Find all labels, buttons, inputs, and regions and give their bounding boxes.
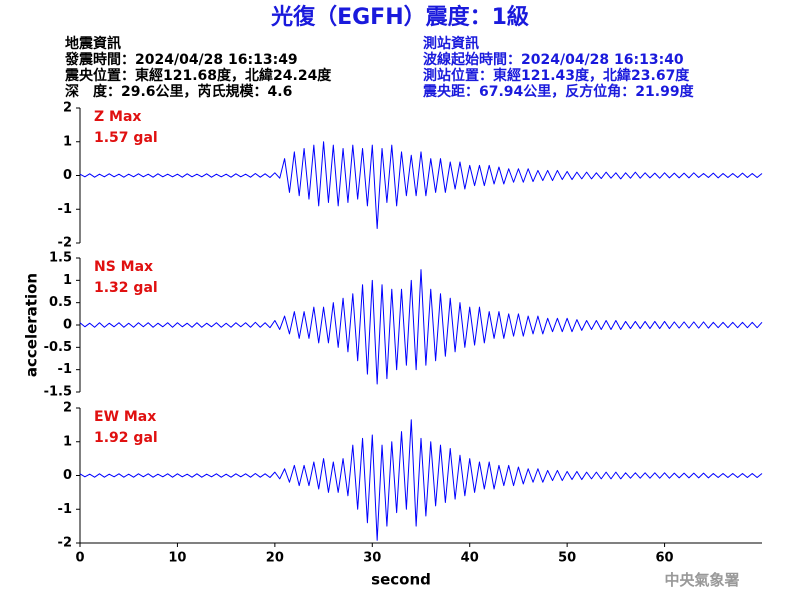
info-line: 震央位置：東經121.68度，北緯24.24度 xyxy=(64,67,332,84)
left-info: 地震資訊 發震時間：2024/04/28 16:13:49 震央位置：東經121… xyxy=(64,35,332,100)
y-tick-label: 1 xyxy=(63,434,72,449)
y-tick-label: 1 xyxy=(63,273,72,288)
y-tick-label: 1 xyxy=(63,134,72,149)
max-label: 1.32 gal xyxy=(94,280,158,296)
channel-label: EW Max xyxy=(94,409,156,425)
waveform xyxy=(79,269,763,385)
x-tick-label: 40 xyxy=(461,551,479,566)
channel-label: Z Max xyxy=(94,109,141,125)
max-label: 1.92 gal xyxy=(94,430,158,446)
info-line: 地震資訊 xyxy=(65,35,121,52)
info-line: 震央距：67.94公里，反方位角：21.99度 xyxy=(422,83,695,100)
y-tick-label: -2 xyxy=(58,536,72,551)
x-tick-label: 20 xyxy=(266,551,284,566)
y-tick-label: 2 xyxy=(63,101,72,116)
y-tick-label: 0.5 xyxy=(49,295,72,310)
info-line: 測站資訊 xyxy=(423,35,479,52)
x-tick-label: 10 xyxy=(168,551,186,566)
x-axis-label: second xyxy=(371,571,431,589)
y-tick-label: -2 xyxy=(58,236,72,251)
y-tick-label: 2 xyxy=(63,401,72,416)
info-line: 測站位置：東經121.43度，北緯23.67度 xyxy=(423,67,690,84)
right-info: 測站資訊 波線起始時間：2024/04/28 16:13:40 測站位置：東經1… xyxy=(422,35,695,100)
y-tick-label: -1 xyxy=(58,362,72,377)
y-tick-label: 0 xyxy=(63,468,72,483)
y-axis-label: acceleration xyxy=(23,273,41,377)
max-label: 1.57 gal xyxy=(94,130,158,146)
y-tick-label: 1.5 xyxy=(49,251,72,266)
title: 光復（EGFH）震度：1級 xyxy=(270,4,529,30)
y-tick-label: -1 xyxy=(58,502,72,517)
x-tick-label: 50 xyxy=(558,551,576,566)
info-line: 深 度：29.6公里，芮氏規模：4.6 xyxy=(65,83,292,100)
info-line: 波線起始時間：2024/04/28 16:13:40 xyxy=(423,51,684,68)
x-tick-label: 60 xyxy=(656,551,674,566)
watermark: 中央氣象署 xyxy=(664,571,739,589)
x-tick-label: 0 xyxy=(75,551,84,566)
y-tick-label: -0.5 xyxy=(44,340,72,355)
y-tick-label: 0 xyxy=(63,168,72,183)
waveform xyxy=(79,419,763,541)
y-tick-label: 0 xyxy=(63,318,72,333)
channel-label: NS Max xyxy=(94,259,153,275)
y-tick-label: -1 xyxy=(58,202,72,217)
x-tick-label: 30 xyxy=(363,551,381,566)
y-tick-label: -1.5 xyxy=(44,385,72,400)
waveform xyxy=(79,141,763,229)
info-line: 發震時間：2024/04/28 16:13:49 xyxy=(64,51,298,68)
